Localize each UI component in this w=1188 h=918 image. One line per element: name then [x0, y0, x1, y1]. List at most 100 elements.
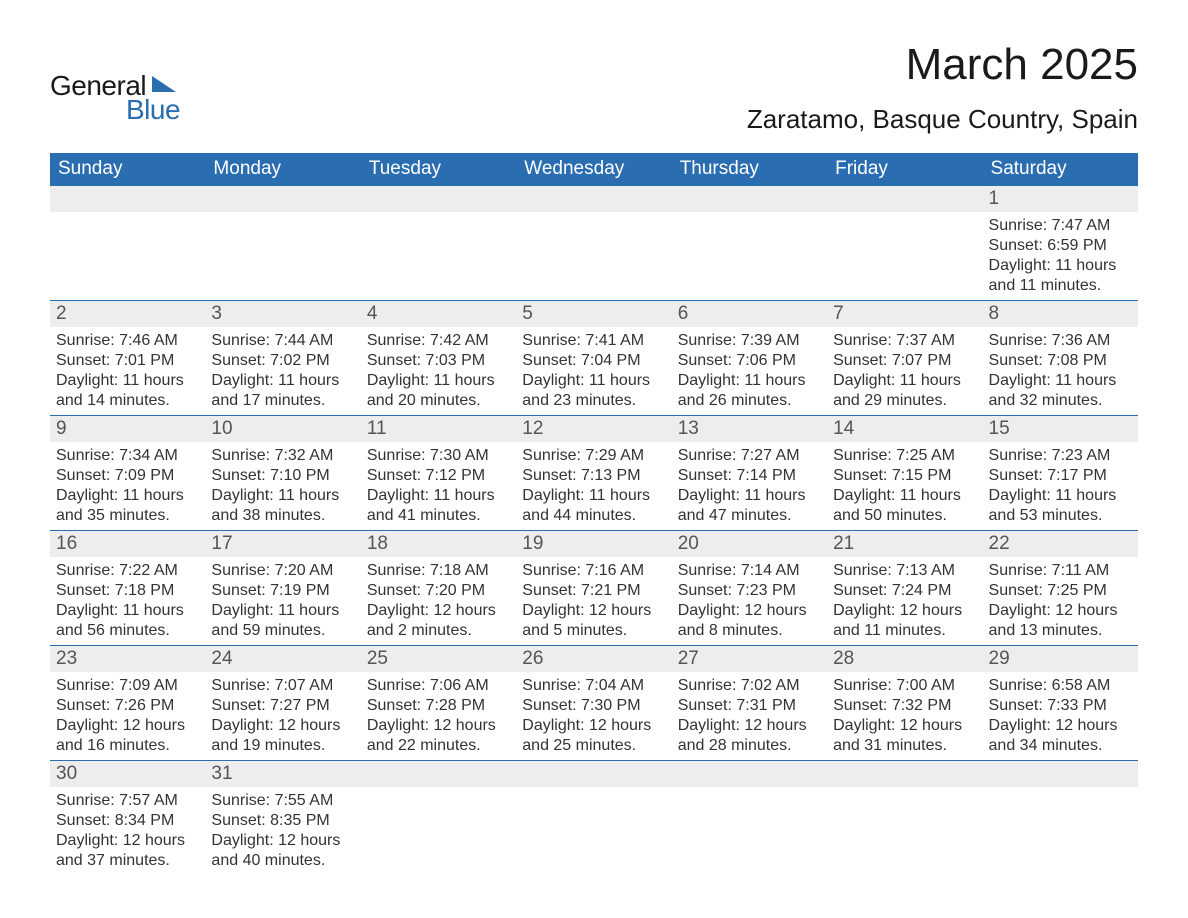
title-block: March 2025 Zaratamo, Basque Country, Spa…: [747, 40, 1138, 135]
day-number: 5: [516, 301, 671, 327]
day-header: Monday: [205, 153, 360, 186]
day-number: [672, 186, 827, 212]
week-row: 2Sunrise: 7:46 AMSunset: 7:01 PMDaylight…: [50, 301, 1138, 416]
month-title: March 2025: [747, 40, 1138, 90]
day-number: 2: [50, 301, 205, 327]
day-dl1: Daylight: 11 hours: [56, 601, 199, 621]
day-cell: [672, 186, 827, 301]
day-sunset: Sunset: 7:15 PM: [833, 466, 976, 486]
day-dl2: and 8 minutes.: [678, 621, 821, 641]
day-header: Wednesday: [516, 153, 671, 186]
week-row: 30Sunrise: 7:57 AMSunset: 8:34 PMDayligh…: [50, 761, 1138, 876]
day-sunrise: Sunrise: 7:47 AM: [989, 216, 1132, 236]
day-sunset: Sunset: 7:17 PM: [989, 466, 1132, 486]
day-dl2: and 11 minutes.: [989, 276, 1132, 296]
day-dl2: and 22 minutes.: [367, 736, 510, 756]
day-sunset: Sunset: 7:06 PM: [678, 351, 821, 371]
day-dl1: Daylight: 11 hours: [56, 486, 199, 506]
day-number: 15: [983, 416, 1138, 442]
day-dl1: Daylight: 11 hours: [522, 486, 665, 506]
logo-text-blue: Blue: [126, 94, 180, 126]
day-header: Sunday: [50, 153, 205, 186]
day-sunset: Sunset: 7:32 PM: [833, 696, 976, 716]
day-cell: [361, 186, 516, 301]
day-number: 26: [516, 646, 671, 672]
day-dl2: and 41 minutes.: [367, 506, 510, 526]
day-number: [361, 186, 516, 212]
day-sunrise: Sunrise: 7:39 AM: [678, 331, 821, 351]
day-number: 10: [205, 416, 360, 442]
week-row: 9Sunrise: 7:34 AMSunset: 7:09 PMDaylight…: [50, 416, 1138, 531]
day-sunrise: Sunrise: 7:30 AM: [367, 446, 510, 466]
day-sunset: Sunset: 7:24 PM: [833, 581, 976, 601]
day-number: 23: [50, 646, 205, 672]
day-dl1: Daylight: 12 hours: [989, 716, 1132, 736]
day-cell: 25Sunrise: 7:06 AMSunset: 7:28 PMDayligh…: [361, 646, 516, 761]
logo: General Blue: [50, 40, 180, 126]
day-number: 1: [983, 186, 1138, 212]
day-sunrise: Sunrise: 7:13 AM: [833, 561, 976, 581]
day-cell: 4Sunrise: 7:42 AMSunset: 7:03 PMDaylight…: [361, 301, 516, 416]
day-number: [827, 761, 982, 787]
day-cell: 1Sunrise: 7:47 AMSunset: 6:59 PMDaylight…: [983, 186, 1138, 301]
day-sunrise: Sunrise: 7:20 AM: [211, 561, 354, 581]
day-dl1: Daylight: 12 hours: [367, 601, 510, 621]
day-dl2: and 16 minutes.: [56, 736, 199, 756]
day-cell: [50, 186, 205, 301]
day-dl1: Daylight: 11 hours: [211, 371, 354, 391]
day-cell: 24Sunrise: 7:07 AMSunset: 7:27 PMDayligh…: [205, 646, 360, 761]
day-sunrise: Sunrise: 7:04 AM: [522, 676, 665, 696]
day-cell: [983, 761, 1138, 876]
day-number: 7: [827, 301, 982, 327]
day-sunrise: Sunrise: 7:57 AM: [56, 791, 199, 811]
day-number: [50, 186, 205, 212]
day-sunrise: Sunrise: 7:41 AM: [522, 331, 665, 351]
day-sunset: Sunset: 7:30 PM: [522, 696, 665, 716]
day-dl1: Daylight: 12 hours: [211, 716, 354, 736]
day-sunrise: Sunrise: 7:11 AM: [989, 561, 1132, 581]
day-sunrise: Sunrise: 7:18 AM: [367, 561, 510, 581]
day-dl2: and 34 minutes.: [989, 736, 1132, 756]
day-sunset: Sunset: 7:20 PM: [367, 581, 510, 601]
day-sunset: Sunset: 7:08 PM: [989, 351, 1132, 371]
day-header: Thursday: [672, 153, 827, 186]
day-sunrise: Sunrise: 7:22 AM: [56, 561, 199, 581]
day-number: [827, 186, 982, 212]
day-dl2: and 29 minutes.: [833, 391, 976, 411]
day-cell: 22Sunrise: 7:11 AMSunset: 7:25 PMDayligh…: [983, 531, 1138, 646]
day-dl1: Daylight: 11 hours: [833, 371, 976, 391]
day-dl2: and 38 minutes.: [211, 506, 354, 526]
day-sunrise: Sunrise: 7:16 AM: [522, 561, 665, 581]
day-header-row: SundayMondayTuesdayWednesdayThursdayFrid…: [50, 153, 1138, 186]
day-cell: [205, 186, 360, 301]
day-number: 29: [983, 646, 1138, 672]
header: General Blue March 2025 Zaratamo, Basque…: [50, 40, 1138, 135]
day-sunset: Sunset: 7:01 PM: [56, 351, 199, 371]
day-sunrise: Sunrise: 7:42 AM: [367, 331, 510, 351]
day-cell: 15Sunrise: 7:23 AMSunset: 7:17 PMDayligh…: [983, 416, 1138, 531]
day-dl2: and 2 minutes.: [367, 621, 510, 641]
day-number: 22: [983, 531, 1138, 557]
day-sunrise: Sunrise: 7:27 AM: [678, 446, 821, 466]
day-sunrise: Sunrise: 7:36 AM: [989, 331, 1132, 351]
day-cell: 16Sunrise: 7:22 AMSunset: 7:18 PMDayligh…: [50, 531, 205, 646]
day-number: 20: [672, 531, 827, 557]
day-dl1: Daylight: 11 hours: [522, 371, 665, 391]
day-cell: [827, 761, 982, 876]
day-sunset: Sunset: 7:03 PM: [367, 351, 510, 371]
day-sunrise: Sunrise: 7:44 AM: [211, 331, 354, 351]
day-sunset: Sunset: 7:23 PM: [678, 581, 821, 601]
day-number: 14: [827, 416, 982, 442]
day-dl2: and 20 minutes.: [367, 391, 510, 411]
day-number: 11: [361, 416, 516, 442]
day-dl2: and 28 minutes.: [678, 736, 821, 756]
day-cell: [361, 761, 516, 876]
day-dl1: Daylight: 11 hours: [989, 371, 1132, 391]
day-dl2: and 44 minutes.: [522, 506, 665, 526]
day-number: 18: [361, 531, 516, 557]
day-number: [361, 761, 516, 787]
day-header: Tuesday: [361, 153, 516, 186]
day-sunrise: Sunrise: 7:14 AM: [678, 561, 821, 581]
day-dl1: Daylight: 12 hours: [833, 716, 976, 736]
day-sunrise: Sunrise: 7:06 AM: [367, 676, 510, 696]
